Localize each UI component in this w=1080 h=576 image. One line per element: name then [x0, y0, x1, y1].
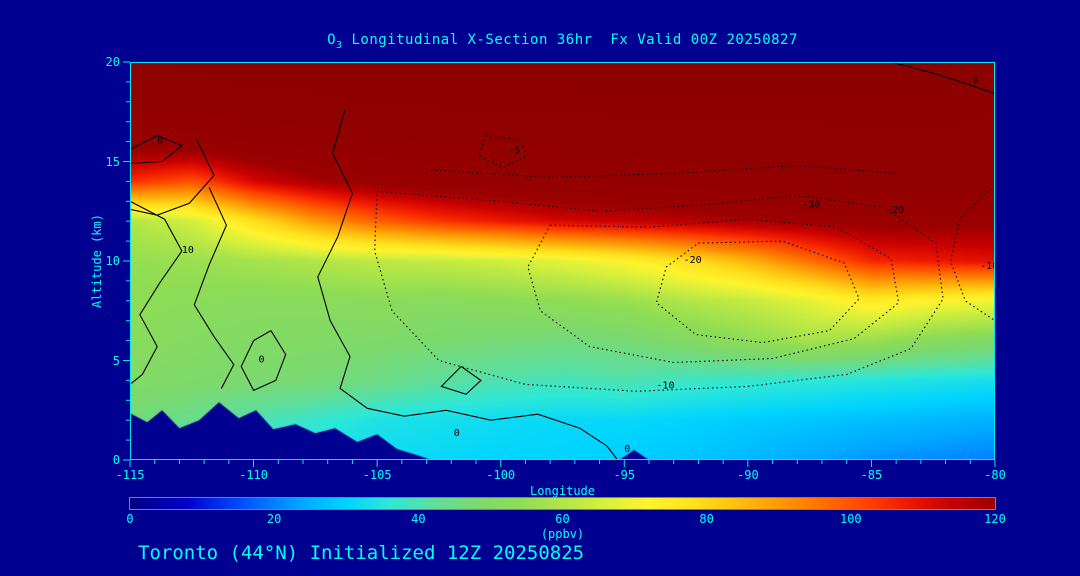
chart-title: O3 Longitudinal X-Section 36hr Fx Valid … [130, 32, 995, 51]
contour-line [129, 139, 215, 216]
contour-label: 0 [454, 428, 460, 439]
contour-label: -5 [508, 146, 520, 157]
y-tick-label: 15 [105, 154, 120, 169]
colorbar-units-label: (ppbv) [540, 527, 585, 541]
contour-line [527, 218, 900, 364]
ozone-field-canvas [130, 62, 995, 460]
colorbar-tick-label: 100 [839, 512, 862, 526]
x-tick-label: -90 [737, 468, 759, 482]
colorbar-tick-label: 40 [411, 512, 426, 526]
contour-label: -30 [802, 199, 820, 210]
colorbar-tick-label: 20 [266, 512, 282, 526]
contour-label: 0 [157, 136, 163, 147]
contour-label: 0 [259, 354, 265, 365]
contour-line [655, 240, 860, 344]
plot-area: 0 10 0 0 0 -5 -10 -20 -30 -20 -10 0 [123, 61, 998, 467]
contour-line [240, 330, 287, 392]
contour-line [891, 61, 996, 95]
colorbar-tick-label: 120 [984, 512, 1006, 526]
plot-frame [130, 62, 995, 460]
contour-label: -20 [886, 205, 904, 216]
caption-initialization: Toronto (44°N) Initialized 12Z 20250825 [138, 542, 585, 564]
chart-title-rest: Longitudinal X-Section 36hr Fx Valid 00Z… [342, 32, 798, 48]
contour-line [440, 366, 482, 395]
contour-label: 0 [973, 76, 979, 87]
contour-line [477, 135, 529, 169]
x-tick-label: -115 [115, 468, 145, 482]
contour-line [374, 190, 944, 392]
contour-line [317, 109, 618, 460]
colorbar-tick-label: 60 [555, 512, 570, 526]
contour-overlay: 0 10 0 0 0 -5 -10 -20 -30 -20 -10 0 [123, 61, 998, 467]
contour-label: 10 [182, 245, 194, 256]
colorbar-tick-label: 80 [699, 512, 714, 526]
colorbar-tick-label: 0 [126, 512, 134, 526]
y-tick-label: 10 [105, 254, 120, 268]
contour-label: -20 [684, 255, 702, 266]
chart-title-subscript: 3 [336, 39, 343, 51]
contour-line [193, 187, 235, 389]
chart-title-prefix: O [327, 32, 337, 48]
colorbar-gradient [130, 498, 995, 509]
contour-line [949, 184, 996, 322]
contour-label: -10 [656, 380, 674, 391]
contour-line [426, 164, 897, 178]
x-tick-label: -100 [486, 468, 516, 482]
y-tick-label: 0 [112, 453, 120, 467]
x-tick-label: -95 [613, 468, 636, 482]
x-tick-label: -110 [239, 468, 269, 482]
x-tick-label: -80 [984, 468, 1006, 482]
x-tick-label: -105 [362, 468, 392, 482]
y-tick-label: 20 [105, 55, 120, 69]
x-axis-label: Longitude [529, 484, 596, 498]
y-tick-label: 5 [112, 353, 120, 368]
contour-label: 0 [624, 444, 630, 455]
contour-line [129, 200, 183, 385]
x-tick-label: -85 [860, 468, 883, 482]
contour-label: -10 [980, 261, 998, 272]
contour-line [129, 134, 183, 165]
